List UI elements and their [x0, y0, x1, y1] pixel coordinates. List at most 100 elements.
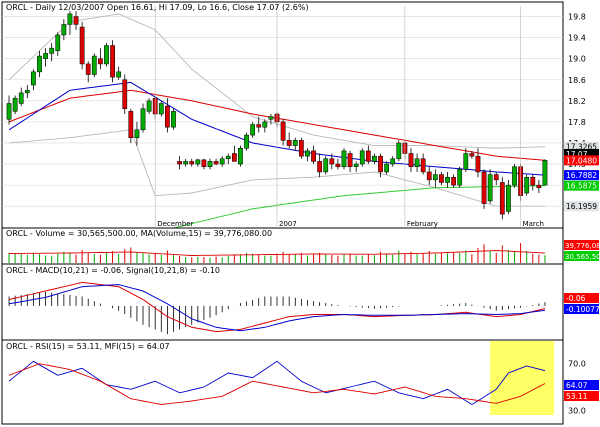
candle-body [231, 153, 237, 162]
candle-body [530, 176, 536, 186]
candle-body [481, 171, 487, 204]
candle-body [396, 142, 402, 160]
candle-body [292, 140, 298, 146]
candle-body [384, 163, 389, 173]
candle-body [201, 159, 207, 167]
last-value-badge [564, 141, 599, 152]
last-value-badge [564, 170, 599, 181]
candle-body [317, 161, 323, 173]
candle-body [311, 150, 316, 162]
last-value-badge [564, 155, 599, 166]
volume-ma-polyline [8, 250, 546, 256]
candle-body [158, 103, 164, 115]
candle-body [378, 155, 383, 173]
x-tick-label: December [157, 220, 193, 228]
rsi-highlight-rect [490, 341, 555, 415]
candle-body [98, 58, 103, 65]
sma200-line [155, 185, 546, 233]
rsi-header: ORCL - RSI(15) = 53.11, MFI(15) = 64.07 [6, 342, 170, 351]
volume-bars [8, 243, 546, 263]
volume-ma-line [8, 250, 546, 256]
macd-header: ORCL - MACD(10,21) = -0.06, Signal(10,21… [6, 266, 220, 275]
candle-body [225, 155, 231, 160]
rsi-line [8, 363, 546, 405]
x-tick-label: February [407, 220, 438, 228]
macd-value-text: -0.06 [566, 294, 586, 303]
macd-lines [8, 281, 546, 333]
last-value-badge [564, 201, 599, 212]
price-panel-frame [1, 1, 564, 229]
rsi-value-labels: 64.07 53.11 [564, 380, 599, 401]
candle-body [347, 153, 353, 167]
candle-body [116, 71, 122, 78]
candle-body [493, 174, 499, 181]
candle-body [335, 163, 341, 167]
candle-body [262, 121, 268, 128]
price-x-labels: December 2007 February March [154, 6, 544, 228]
candle-body [439, 174, 444, 183]
candle-body [298, 140, 304, 157]
candle-body [238, 147, 243, 165]
candle-body [268, 116, 274, 120]
candle-body [256, 124, 262, 128]
last-value-text: 16.1959 [566, 202, 597, 211]
candle-body [487, 174, 493, 202]
price-tick-label: 18.2 [568, 97, 586, 106]
candle-body [365, 150, 371, 162]
macd-histogram [8, 291, 546, 335]
volume-panel: 39,776,080 30,565,500 ORCL - Volume = 30,… [1, 227, 600, 265]
candle-body [146, 100, 152, 112]
candle-body [463, 153, 469, 170]
candle-body [359, 150, 365, 165]
price-tick-label: 19.4 [568, 34, 586, 43]
volume-panel-frame [1, 227, 564, 265]
candle-body [524, 176, 530, 194]
candle-body [134, 129, 140, 138]
candle-body [122, 79, 128, 109]
candle-body [426, 171, 432, 181]
rsi-tick-label: 30.0 [568, 406, 586, 415]
candle-body [390, 158, 396, 165]
candle-body [31, 71, 36, 86]
candle-body [445, 176, 450, 183]
candle-body [420, 158, 426, 173]
price-tick-label: 19.8 [568, 13, 586, 22]
candle-body [506, 184, 511, 212]
candle-body [61, 24, 67, 36]
x-tick-label: 2007 [279, 220, 297, 228]
macd-value-badge [564, 293, 599, 303]
macd-value-badge [564, 304, 599, 314]
rsi-highlight-box [490, 341, 555, 415]
price-tick-label: 19.0 [568, 55, 586, 64]
candle-body [499, 182, 505, 215]
last-value-badge [564, 180, 599, 191]
mfi-line [8, 360, 546, 406]
price-header: ORCL - Daily 12/03/2007 Open 16.61, Hi 1… [6, 3, 309, 12]
candle-body [536, 184, 542, 189]
volume-header: ORCL - Volume = 30,565,500.00, MA(Volume… [6, 229, 272, 238]
candle-body [24, 90, 30, 94]
macd-panel-frame [1, 263, 564, 341]
candle-body [372, 155, 377, 162]
candle-body [79, 26, 85, 65]
candle-body [207, 161, 213, 167]
last-value-text: 17.0480 [566, 156, 597, 165]
volume-value-badge [564, 240, 599, 250]
candle-body [55, 34, 61, 52]
candle-body [195, 159, 201, 165]
candle-body [414, 158, 420, 167]
candle-body [469, 153, 475, 157]
volume-value-badge [564, 251, 599, 261]
price-tick-label: 18.6 [568, 76, 586, 85]
candle-body [37, 55, 42, 73]
candle-body [18, 92, 24, 104]
volume-value-labels: 39,776,080 30,565,500 [564, 240, 600, 261]
candle-body [329, 158, 335, 165]
candle-body [353, 163, 359, 167]
candle-body [128, 111, 134, 138]
candle-body [73, 16, 79, 25]
candle-body [140, 108, 146, 131]
candle-body [408, 153, 414, 167]
candle-body [49, 47, 55, 54]
